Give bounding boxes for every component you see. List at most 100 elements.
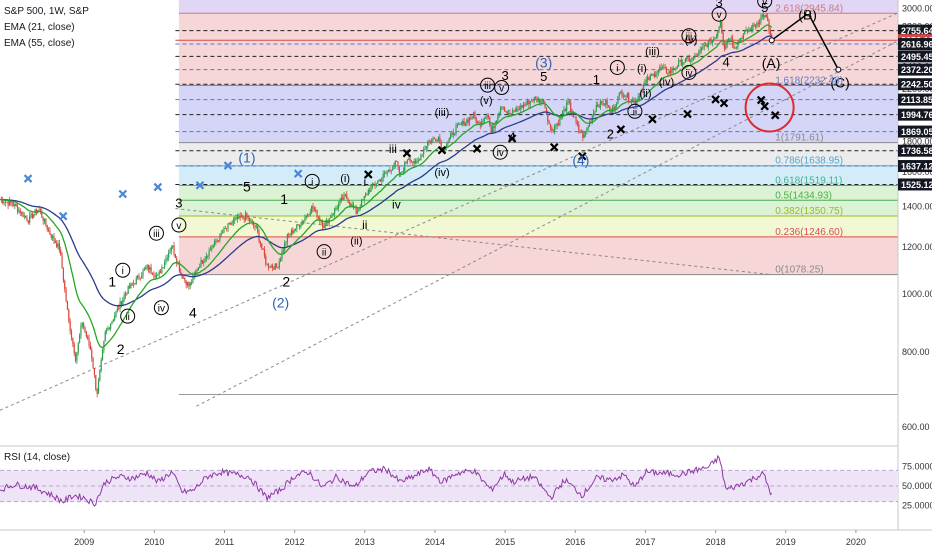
candle-body — [298, 225, 301, 227]
candle-body — [682, 62, 684, 66]
candle-body — [458, 124, 460, 126]
candle-body — [530, 100, 533, 102]
candle-body — [628, 93, 630, 101]
candle-body — [247, 217, 249, 219]
price-tag-bg — [898, 125, 932, 138]
candle-body — [280, 258, 282, 262]
candle-body — [753, 24, 755, 27]
x-marker — [195, 181, 205, 190]
candle-body — [101, 350, 104, 360]
candle-body — [155, 275, 158, 278]
x-marker — [472, 144, 482, 153]
candle-body — [170, 247, 172, 251]
fib-band — [178, 13, 898, 86]
candle-body — [597, 104, 599, 107]
candle-body — [714, 38, 716, 39]
candle-body — [431, 139, 433, 143]
candle-body — [143, 269, 145, 271]
candle-body — [220, 233, 222, 235]
candle-body — [466, 119, 468, 123]
candle-body — [124, 293, 127, 296]
candle-body — [177, 263, 179, 265]
candle-body — [649, 75, 651, 81]
wave-circle — [153, 300, 169, 316]
x-tick-label: 2011 — [215, 537, 234, 547]
candle-body — [223, 228, 225, 233]
wave-label-circled: ii — [633, 107, 637, 118]
x-tick-label: 2009 — [74, 537, 94, 547]
candle-body — [717, 30, 719, 37]
candle-body — [521, 105, 523, 108]
legend-ema55[interactable]: EMA (55, close) — [4, 38, 75, 49]
candle-body — [543, 99, 545, 105]
candle-body — [147, 264, 150, 270]
candle-body — [120, 301, 123, 305]
price-tag-label: 2113.85 — [901, 95, 932, 105]
candle-body — [723, 43, 726, 49]
candle-body — [360, 200, 363, 208]
candle-body — [358, 208, 360, 212]
candle-body — [765, 14, 767, 18]
candle-body — [168, 252, 170, 258]
candle-body — [215, 240, 217, 242]
candle-body — [192, 275, 194, 283]
candle-body — [722, 32, 724, 44]
candle-body — [672, 68, 674, 71]
candle-body — [14, 203, 16, 207]
candle-body — [746, 29, 749, 32]
fib-band — [178, 142, 898, 166]
fib-label: 0.236(1246.60) — [775, 227, 843, 238]
wave-label: 5 — [540, 69, 547, 84]
projection-point — [768, 37, 775, 44]
candle-body — [445, 144, 448, 148]
candle-body — [396, 160, 398, 162]
candle-body — [455, 126, 457, 134]
candle-body — [338, 203, 340, 208]
candle-body — [157, 274, 159, 276]
candle-body — [536, 98, 538, 102]
wave-label-circled: ii — [125, 312, 129, 323]
legend-rsi[interactable]: RSI (14, close) — [4, 452, 71, 463]
price-tag-label: 1525.12 — [901, 180, 932, 190]
candle-body — [213, 240, 216, 246]
candle-body — [149, 267, 151, 270]
legend-symbol[interactable]: S&P 500, 1W, S&P — [4, 6, 89, 17]
candle-body — [122, 299, 124, 305]
candle-body — [516, 108, 518, 112]
candle-body — [73, 343, 75, 354]
candle-body — [110, 324, 112, 329]
candle-body — [324, 222, 326, 228]
candle-body — [158, 271, 160, 275]
x-tick-label: 2018 — [706, 537, 726, 547]
wave-label: 4 — [509, 129, 516, 144]
candle-body — [695, 55, 697, 57]
candle-body — [209, 249, 212, 251]
candle-body — [367, 189, 369, 195]
candle-body — [80, 325, 82, 336]
candle-body — [606, 99, 608, 106]
candle-body — [522, 104, 525, 108]
wave-label: (i) — [340, 173, 350, 185]
candle-body — [141, 275, 143, 279]
wave-label: 1 — [280, 191, 288, 207]
candle-body — [760, 16, 762, 22]
legend-ema21[interactable]: EMA (21, close) — [4, 22, 75, 33]
candle-body — [259, 241, 261, 244]
candle-body — [761, 14, 763, 17]
candle-body — [263, 249, 266, 257]
wave-circle — [681, 64, 697, 80]
x-marker — [364, 170, 373, 179]
wave-label: iv — [392, 198, 401, 212]
candle-body — [425, 146, 427, 149]
candle-body — [6, 201, 8, 203]
candle-body — [528, 100, 530, 105]
candle-body — [653, 73, 655, 77]
candle-body — [574, 116, 576, 118]
fib-band — [178, 236, 898, 275]
candle-body — [524, 104, 526, 106]
candle-body — [707, 41, 709, 48]
candle-body — [222, 232, 224, 234]
candle-body — [271, 265, 274, 268]
wave-label: (ii) — [350, 236, 362, 248]
x-marker — [293, 169, 303, 178]
